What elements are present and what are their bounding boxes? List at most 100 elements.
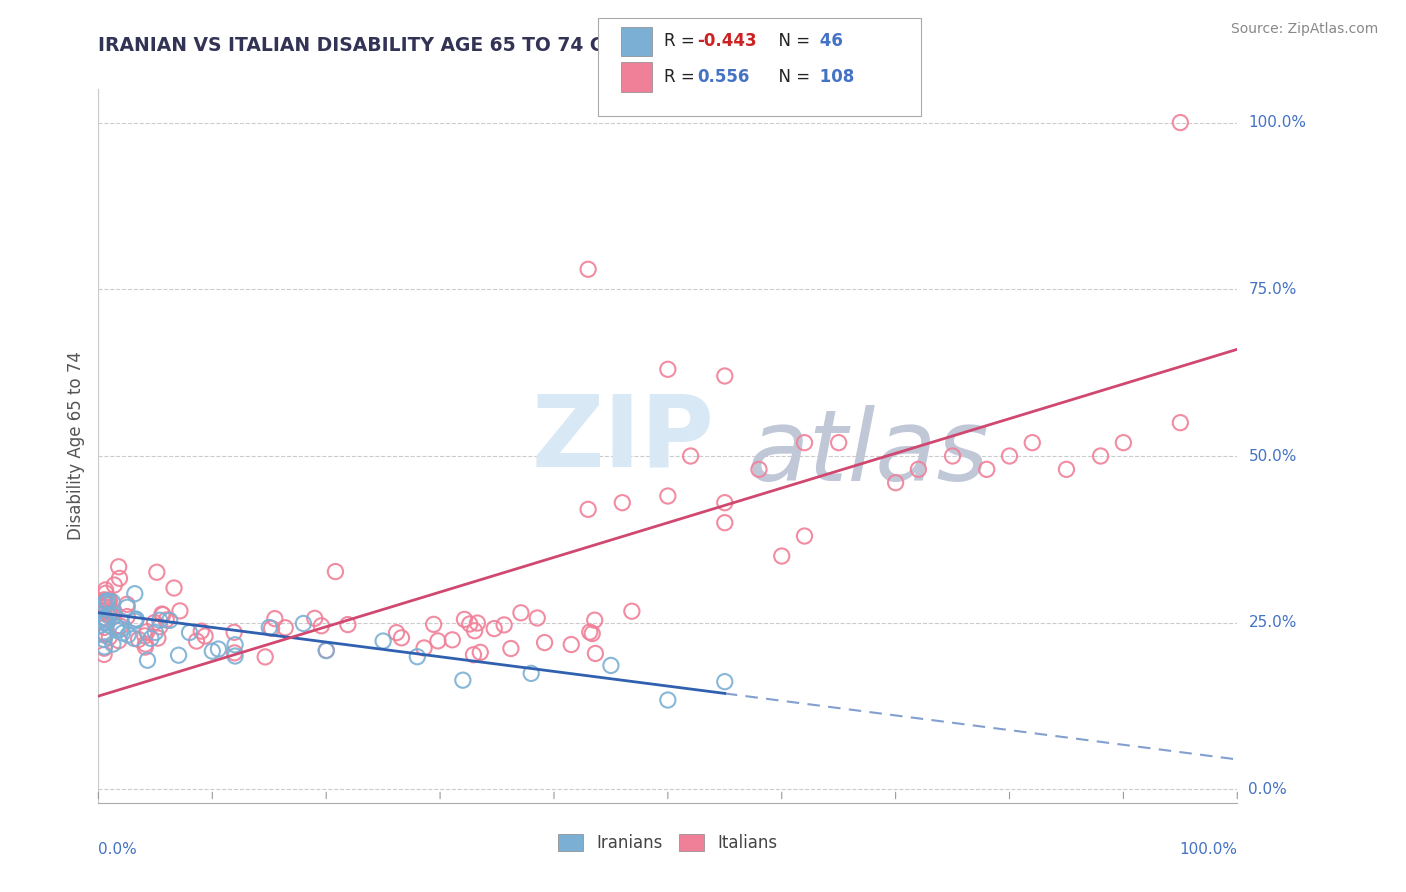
Point [458, 617, 481, 632]
Point [194, 629, 217, 643]
Point [101, 637, 124, 651]
Point [576, 262, 599, 277]
Point [108, 571, 131, 585]
Point [254, 649, 277, 664]
Point [128, 632, 150, 647]
Point [149, 620, 172, 634]
Point [274, 621, 297, 635]
Point [828, 435, 851, 450]
Point [94, 586, 117, 600]
Point [201, 644, 224, 658]
Legend: Iranians, Italians: Iranians, Italians [551, 827, 785, 859]
Point [159, 614, 181, 628]
Point [107, 633, 129, 648]
Point [578, 625, 600, 640]
Point [136, 624, 159, 639]
Point [125, 612, 148, 626]
Point [149, 613, 172, 627]
Point [117, 628, 139, 642]
Point [451, 673, 474, 688]
Point [907, 462, 929, 476]
Point [146, 631, 169, 645]
Point [336, 617, 359, 632]
Point [1021, 435, 1043, 450]
Text: atlas: atlas [748, 405, 990, 501]
Point [94, 611, 117, 625]
Point [467, 615, 489, 630]
Point [94, 627, 117, 641]
Point [770, 549, 793, 563]
Point [315, 643, 337, 657]
Point [259, 621, 281, 635]
Point [139, 632, 162, 646]
Point [143, 615, 166, 630]
Point [179, 625, 201, 640]
Point [260, 621, 283, 635]
Point [510, 606, 533, 620]
Point [292, 616, 315, 631]
Point [190, 624, 212, 639]
Point [657, 489, 679, 503]
Point [103, 578, 125, 592]
Point [714, 516, 737, 530]
Point [105, 624, 128, 638]
Point [224, 646, 246, 660]
Point [98, 593, 121, 607]
Point [657, 362, 679, 376]
Point [93, 597, 115, 611]
Point [93, 648, 115, 662]
Point [94, 582, 117, 597]
Point [98, 630, 121, 644]
Text: ZIP: ZIP [531, 391, 714, 487]
Point [134, 629, 156, 643]
Point [146, 566, 169, 580]
Point [583, 647, 606, 661]
Text: N =: N = [768, 68, 810, 87]
Point [96, 613, 118, 627]
Point [464, 624, 486, 638]
Point [657, 693, 679, 707]
Point [94, 628, 117, 642]
Point [134, 637, 156, 651]
Text: 46: 46 [814, 32, 844, 51]
Point [385, 625, 408, 640]
Point [136, 653, 159, 667]
Point [600, 658, 623, 673]
Point [94, 594, 117, 608]
Text: 0.556: 0.556 [697, 68, 749, 87]
Point [124, 614, 146, 628]
Point [576, 502, 599, 516]
Point [96, 615, 118, 630]
Point [110, 622, 132, 636]
Point [152, 607, 174, 622]
Point [583, 613, 606, 627]
Point [406, 649, 429, 664]
Point [612, 496, 634, 510]
Point [520, 666, 543, 681]
Text: 50.0%: 50.0% [1249, 449, 1296, 464]
Point [1170, 416, 1192, 430]
Point [482, 622, 505, 636]
Point [533, 635, 555, 649]
Point [207, 642, 229, 657]
Point [103, 606, 125, 620]
Text: 0.0%: 0.0% [1249, 782, 1286, 797]
Point [93, 610, 115, 624]
Point [263, 612, 285, 626]
Text: R =: R = [664, 32, 700, 51]
Point [470, 645, 492, 659]
Point [391, 631, 413, 645]
Point [155, 613, 177, 627]
Point [110, 619, 132, 633]
Point [1054, 462, 1078, 476]
Point [463, 648, 485, 662]
Point [976, 462, 998, 476]
Text: 0.0%: 0.0% [98, 842, 138, 856]
Point [93, 627, 115, 641]
Point [942, 449, 965, 463]
Point [98, 606, 121, 620]
Point [793, 435, 815, 450]
Point [115, 597, 138, 611]
Point [111, 626, 134, 640]
Point [105, 620, 128, 634]
